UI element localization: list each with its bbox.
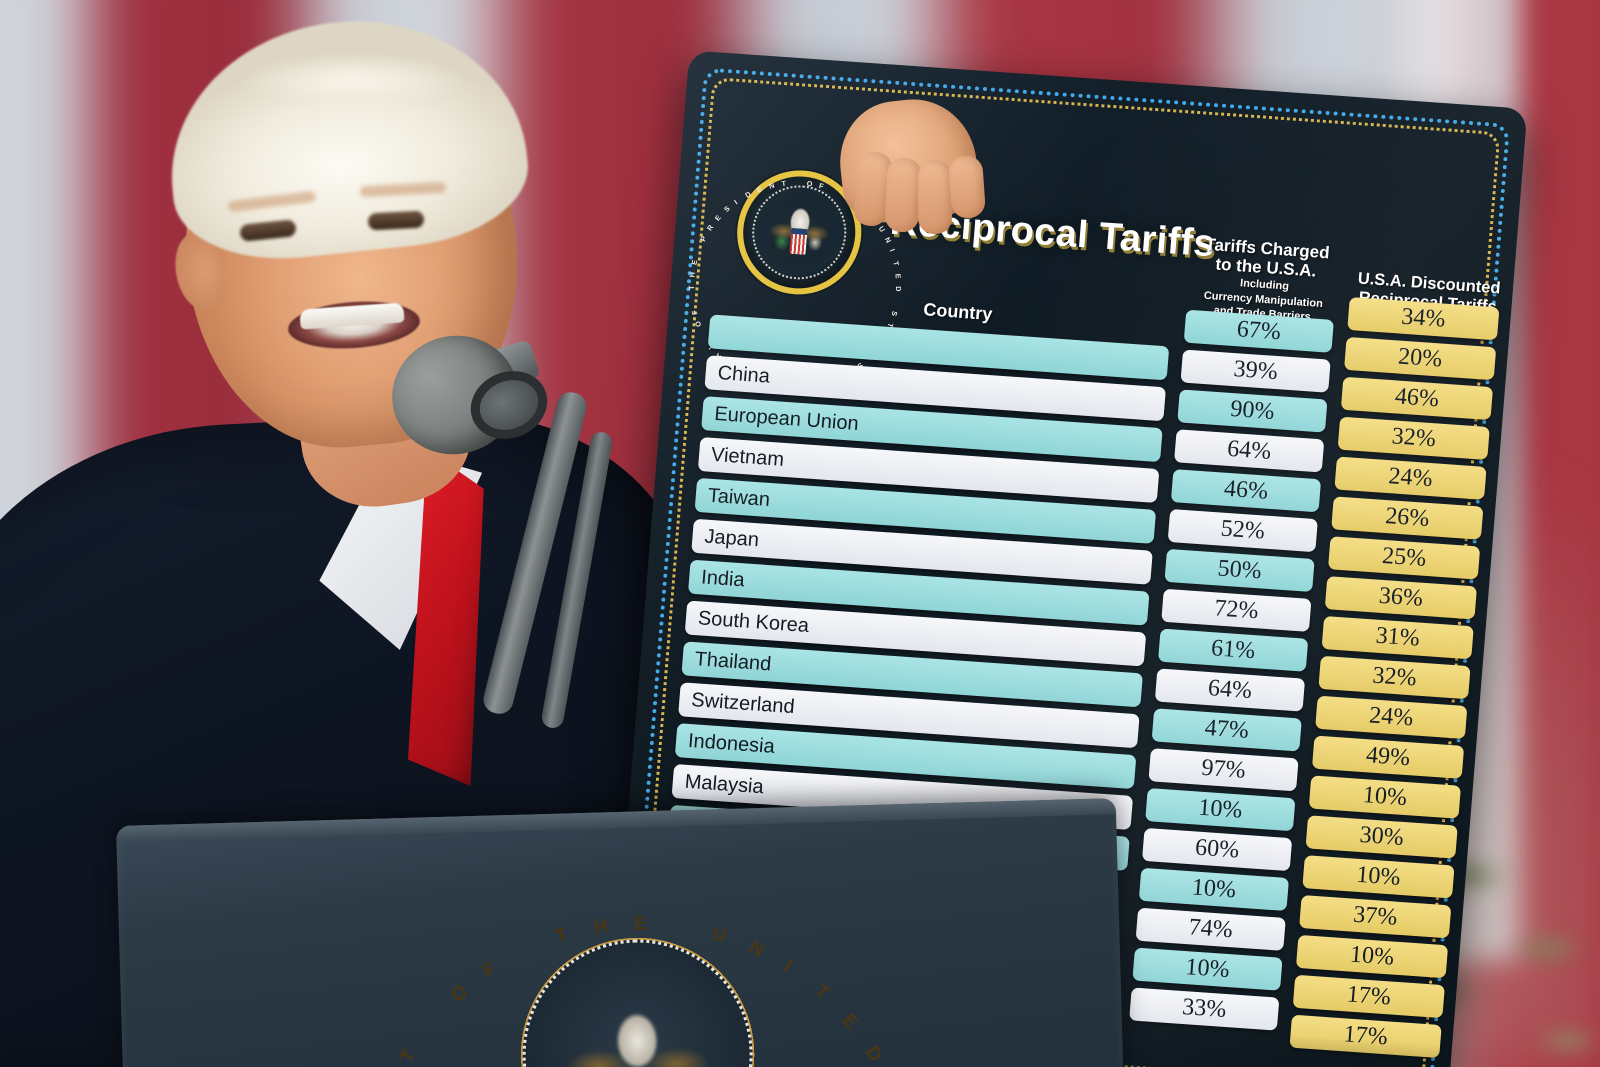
- tariff-discounted-row: 49%: [1311, 735, 1465, 779]
- tariff-charged-row: 52%: [1167, 508, 1318, 553]
- tariff-charged-value: 67%: [1235, 316, 1282, 346]
- tariff-discounted-value: 17%: [1342, 1021, 1389, 1051]
- country-label: South Korea: [697, 606, 810, 637]
- tariff-discounted-row: 17%: [1292, 974, 1445, 1019]
- tariff-charged-row: 60%: [1141, 827, 1293, 872]
- eye-right: [367, 210, 425, 231]
- tariff-discounted-value: 37%: [1352, 901, 1399, 931]
- column-header-country: Country: [922, 299, 994, 325]
- tariff-charged-value: 10%: [1197, 794, 1244, 824]
- tariff-discounted-row: 36%: [1324, 576, 1478, 620]
- country-label: Malaysia: [683, 770, 765, 798]
- tariff-charged-value: 39%: [1232, 356, 1279, 386]
- tariff-discounted-value: 20%: [1397, 343, 1444, 373]
- tariff-charged-value: 64%: [1226, 435, 1273, 465]
- tariff-charged-row: 74%: [1135, 907, 1286, 951]
- tariff-discounted-value: 10%: [1361, 782, 1408, 812]
- tariff-discounted-value: 49%: [1365, 742, 1412, 772]
- country-label: European Union: [713, 402, 860, 435]
- tariff-charged-row: 46%: [1170, 469, 1322, 513]
- country-label: China: [716, 361, 771, 388]
- tariff-charged-value: 61%: [1210, 635, 1257, 665]
- tariff-charged-row: 39%: [1180, 349, 1331, 393]
- tariff-charged-row: 64%: [1154, 668, 1306, 712]
- tariff-charged-value: 64%: [1206, 675, 1253, 705]
- tariff-discounted-value: 24%: [1368, 702, 1415, 732]
- country-label: Vietnam: [710, 443, 785, 471]
- speaker: [0, 0, 780, 1067]
- country-column: China European Union Vietnam Taiwan Japan Ind…: [668, 314, 1170, 877]
- tariff-discounted-row: 20%: [1343, 336, 1497, 381]
- tariff-discounted-row: 24%: [1315, 695, 1468, 740]
- tariff-charged-value: 33%: [1181, 994, 1228, 1024]
- tariff-discounted-value: 10%: [1355, 861, 1402, 891]
- finger: [884, 157, 922, 233]
- hair-wisps: [196, 16, 508, 96]
- tariff-charged-value: 72%: [1213, 595, 1260, 625]
- finger: [918, 160, 952, 234]
- tariff-discounted-value: 31%: [1374, 622, 1421, 652]
- tariff-discounted-value: 36%: [1377, 582, 1424, 612]
- tariff-charged-value: 97%: [1200, 754, 1247, 784]
- tariff-discounted-row: 10%: [1302, 855, 1455, 899]
- tariff-discounted-row: 25%: [1327, 536, 1481, 580]
- tariff-discounted-row: 17%: [1289, 1014, 1442, 1059]
- tariff-charged-value: 60%: [1194, 834, 1241, 864]
- country-label: Thailand: [693, 647, 773, 675]
- tariff-discounted-value: 46%: [1393, 383, 1440, 413]
- tariff-discounted-row: 10%: [1308, 775, 1461, 819]
- tariff-discounted-value: 17%: [1345, 981, 1392, 1011]
- tariff-charged-value: 74%: [1187, 914, 1234, 944]
- tariff-discounted-value: 24%: [1387, 463, 1434, 493]
- country-label: Taiwan: [707, 484, 771, 511]
- tariff-charged-row: 47%: [1151, 708, 1302, 752]
- tariff-charged-value: 50%: [1216, 555, 1263, 585]
- tariff-discounted-row: 32%: [1318, 655, 1471, 700]
- tariff-charged-value: 10%: [1190, 874, 1237, 904]
- tariff-charged-row: 72%: [1161, 588, 1312, 632]
- tariff-discounted-value: 30%: [1358, 821, 1405, 851]
- tariff-discounted-row: 30%: [1305, 815, 1458, 859]
- tariff-charged-row: 10%: [1132, 947, 1283, 991]
- tariff-discounted-row: 24%: [1334, 456, 1487, 500]
- tariff-discounted-value: 32%: [1390, 423, 1437, 453]
- tariff-discounted-row: 37%: [1299, 895, 1452, 939]
- tariff-charged-row: 61%: [1157, 628, 1309, 672]
- tariff-charged-value: 46%: [1223, 475, 1270, 505]
- tariff-discounted-row: 32%: [1337, 416, 1490, 460]
- tariff-discounted-value: 34%: [1400, 303, 1447, 333]
- finger: [947, 154, 987, 220]
- country-label: Japan: [703, 525, 760, 551]
- tariff-charged-row: 10%: [1138, 867, 1290, 912]
- tariff-discounted-row: 46%: [1340, 376, 1494, 421]
- tariff-charged-value: 47%: [1203, 714, 1250, 744]
- tariff-charged-value: 90%: [1229, 395, 1276, 425]
- country-label: India: [700, 565, 746, 591]
- tariff-discounted-value: 26%: [1384, 503, 1431, 533]
- tariff-charged-value: 10%: [1184, 954, 1231, 984]
- tariff-discounted-row: 26%: [1331, 496, 1484, 540]
- country-label: Indonesia: [687, 729, 776, 758]
- tariff-charged-row: 64%: [1174, 429, 1325, 473]
- tariff-discounted-row: 31%: [1321, 615, 1474, 660]
- tariff-discounted-value: 32%: [1371, 662, 1418, 692]
- tariff-charged-row: 50%: [1164, 548, 1315, 593]
- country-label: Switzerland: [690, 688, 796, 718]
- tariff-discounted-value: 25%: [1381, 542, 1428, 572]
- tariff-discounted-row: 10%: [1295, 934, 1449, 979]
- tariff-charged-value: 52%: [1219, 515, 1266, 545]
- tariff-charged-row: 97%: [1148, 748, 1299, 792]
- tariff-discounted-value: 10%: [1349, 941, 1396, 971]
- podium-seal-eagle: [566, 1001, 710, 1067]
- tariff-charged-row: 33%: [1129, 987, 1280, 1031]
- tariff-charged-row: 90%: [1177, 389, 1328, 433]
- tariff-charged-row: 10%: [1145, 788, 1296, 832]
